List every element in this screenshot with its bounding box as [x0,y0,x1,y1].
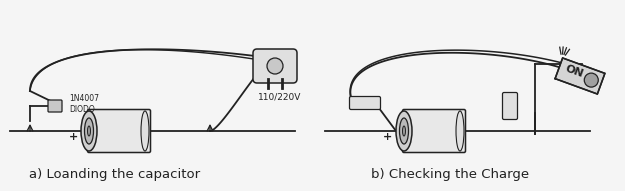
Ellipse shape [84,118,94,144]
FancyBboxPatch shape [48,100,62,112]
Ellipse shape [456,111,464,151]
Ellipse shape [399,118,409,144]
Ellipse shape [81,111,97,151]
Text: 110/220V: 110/220V [258,92,302,101]
Text: ON: ON [564,63,585,79]
Ellipse shape [396,111,412,151]
Text: +: + [68,132,78,142]
Ellipse shape [402,126,406,136]
Polygon shape [555,58,605,94]
Circle shape [584,73,598,87]
FancyBboxPatch shape [88,109,151,152]
Ellipse shape [141,111,149,151]
Circle shape [267,58,283,74]
FancyBboxPatch shape [349,96,381,109]
Text: a) Loanding the capacitor: a) Loanding the capacitor [29,168,201,181]
FancyBboxPatch shape [402,109,466,152]
Text: +: + [383,132,392,142]
Text: b) Checking the Charge: b) Checking the Charge [371,168,529,181]
FancyBboxPatch shape [503,92,518,120]
Text: 1N4007
DIODO: 1N4007 DIODO [69,94,99,114]
Ellipse shape [88,126,91,136]
FancyBboxPatch shape [253,49,297,83]
